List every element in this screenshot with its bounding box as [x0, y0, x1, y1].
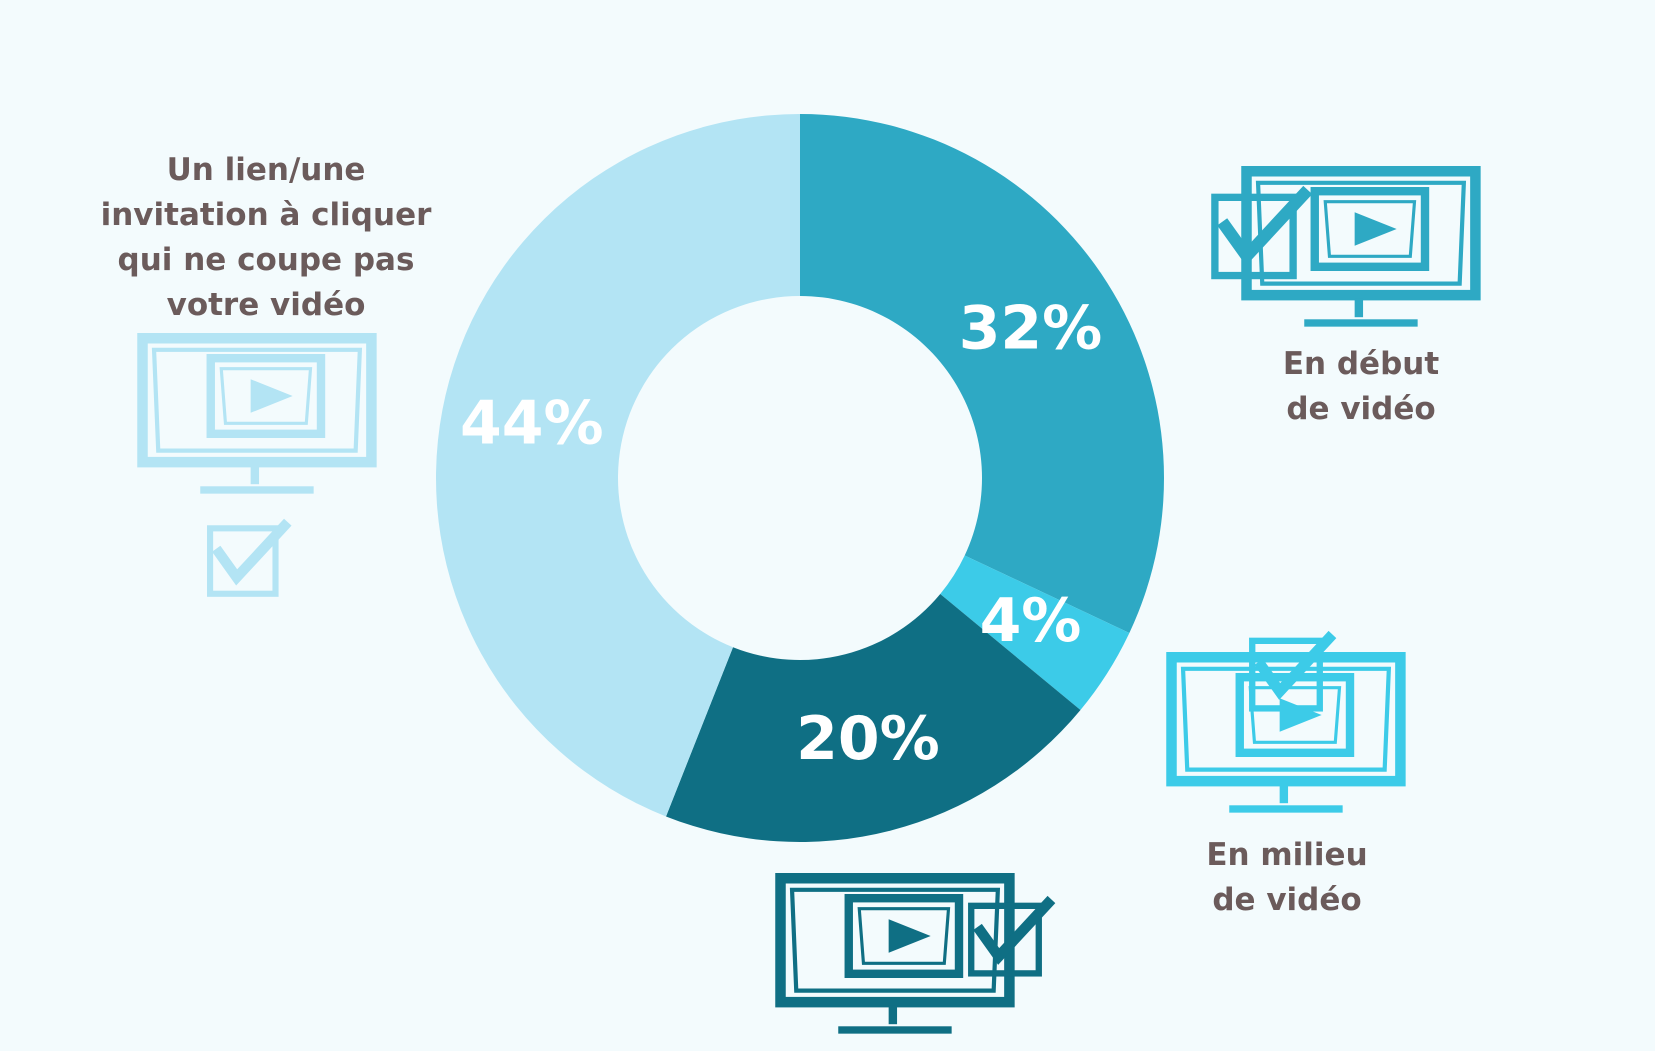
monitor-icon [143, 338, 372, 493]
donut-segment [666, 594, 1081, 842]
monitor-icon [781, 878, 1010, 1033]
donut-segment [800, 114, 1164, 633]
checkbox-icon [210, 522, 288, 594]
category-label: Un lien/une invitation à cliquer qui ne … [100, 152, 432, 323]
checkbox-icon [1252, 635, 1332, 709]
donut-segment [940, 555, 1130, 711]
category-label: En début de vidéo [1282, 346, 1440, 427]
value-label: 20% [796, 704, 940, 774]
value-label: 44% [460, 388, 604, 458]
value-label: 4% [980, 586, 1082, 656]
value-label: 32% [959, 293, 1103, 363]
category-label: En milieu de vidéo [1206, 837, 1368, 918]
monitor-icon [1172, 657, 1401, 812]
donut-segment [436, 114, 800, 817]
